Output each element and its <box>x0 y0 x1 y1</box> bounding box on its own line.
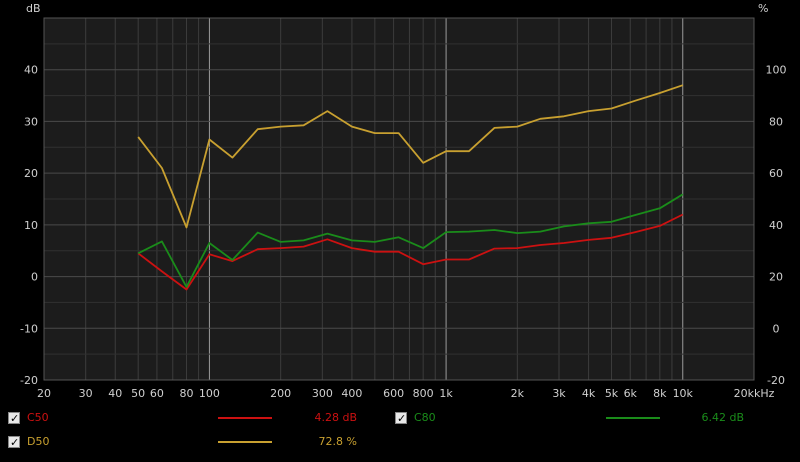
y-left-tick-label: -20 <box>20 374 38 387</box>
legend-value-d50: 72.8 % <box>318 435 357 448</box>
legend-value-c50: 4.28 dB <box>314 411 357 424</box>
legend-item-c50: C50 4.28 dB <box>0 408 400 429</box>
y-right-tick-label: 80 <box>769 115 783 128</box>
x-tick-label: 40 <box>108 387 122 400</box>
series-line-c80 <box>137 193 684 288</box>
y-left-tick-label: 10 <box>24 219 38 232</box>
x-tick-label: 6k <box>624 387 638 400</box>
y-right-tick-label: 100 <box>766 64 787 77</box>
y-right-axis-label: % <box>758 2 768 15</box>
legend-name-d50: D50 <box>27 435 50 448</box>
y-left-tick-label: 0 <box>31 271 38 284</box>
x-tick-label: 30 <box>79 387 93 400</box>
x-tick-label: 1k <box>439 387 453 400</box>
x-tick-label: 800 <box>413 387 434 400</box>
y-right-tick-label: -20 <box>767 374 785 387</box>
x-tick-label: 5k <box>605 387 619 400</box>
grid <box>43 17 755 381</box>
x-tick-label: 2k <box>511 387 525 400</box>
y-right-tick-label: 20 <box>769 271 783 284</box>
series-line-c50 <box>137 213 684 291</box>
y-left-tick-label: -10 <box>20 322 38 335</box>
d50-checkbox[interactable] <box>8 433 20 453</box>
x-tick-label: 60 <box>150 387 164 400</box>
x-tick-label: 600 <box>383 387 404 400</box>
x-tick-label: 100 <box>199 387 220 400</box>
y-left-tick-label: 20 <box>24 167 38 180</box>
legend-swatch-c50 <box>218 417 272 419</box>
c50-checkbox[interactable] <box>8 409 20 429</box>
y-right-tick-label: 0 <box>773 322 780 335</box>
x-tick-label: 10k <box>673 387 694 400</box>
x-tick-label: 20 <box>37 387 51 400</box>
y-left-tick-label: 30 <box>24 115 38 128</box>
legend: C50 4.28 dB C80 6.42 dB D50 72.8 % <box>0 400 800 462</box>
legend-item-d50: D50 72.8 % <box>0 432 400 453</box>
x-tick-label: 400 <box>341 387 362 400</box>
c80-checkbox[interactable] <box>395 409 407 429</box>
y-right-tick-label: 60 <box>769 167 783 180</box>
y-right-tick-label: 40 <box>769 219 783 232</box>
legend-name-c50: C50 <box>27 411 49 424</box>
plot-border <box>43 17 755 381</box>
x-tick-label: 20kkHz <box>734 387 775 400</box>
x-tick-label: 8k <box>653 387 667 400</box>
chart-area: 20 30 40 50 60 80 100 200 300 400 600 800 1k 2k 3k 4k 5k… <box>20 2 787 400</box>
series-group <box>137 84 684 291</box>
legend-value-c80: 6.42 dB <box>701 411 744 424</box>
legend-swatch-d50 <box>218 441 272 443</box>
x-tick-label: 4k <box>582 387 596 400</box>
y-left-tick-label: 40 <box>24 64 38 77</box>
legend-swatch-c80 <box>606 417 660 419</box>
x-tick-label: 300 <box>312 387 333 400</box>
legend-name-c80: C80 <box>414 411 436 424</box>
series-line-d50 <box>137 84 684 229</box>
x-tick-label: 200 <box>270 387 291 400</box>
axes: 20 30 40 50 60 80 100 200 300 400 600 800 1k 2k 3k 4k 5k… <box>20 17 787 400</box>
x-tick-label: 80 <box>179 387 193 400</box>
x-tick-label: 3k <box>552 387 566 400</box>
x-tick-label: 50 <box>131 387 145 400</box>
y-left-axis-label: dB <box>26 2 41 15</box>
legend-item-c80: C80 6.42 dB <box>0 408 800 429</box>
